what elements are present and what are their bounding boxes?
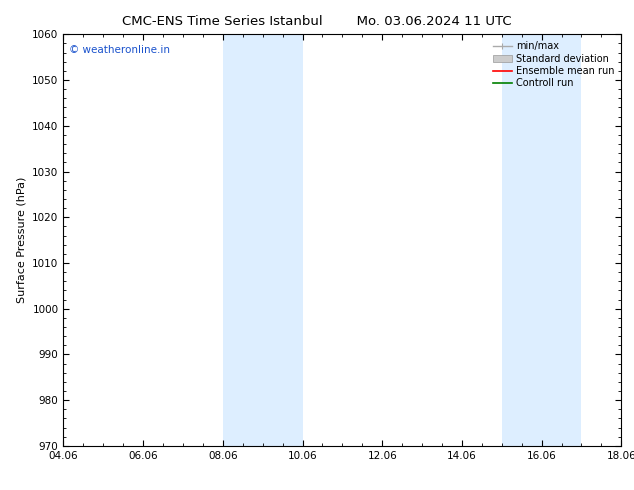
Bar [223,34,302,446]
Y-axis label: Surface Pressure (hPa): Surface Pressure (hPa) [16,177,27,303]
Legend: min/max, Standard deviation, Ensemble mean run, Controll run: min/max, Standard deviation, Ensemble me… [491,39,616,90]
Text: © weatheronline.in: © weatheronline.in [69,45,170,54]
Bar [501,34,581,446]
Text: CMC-ENS Time Series Istanbul        Mo. 03.06.2024 11 UTC: CMC-ENS Time Series Istanbul Mo. 03.06.2… [122,15,512,28]
